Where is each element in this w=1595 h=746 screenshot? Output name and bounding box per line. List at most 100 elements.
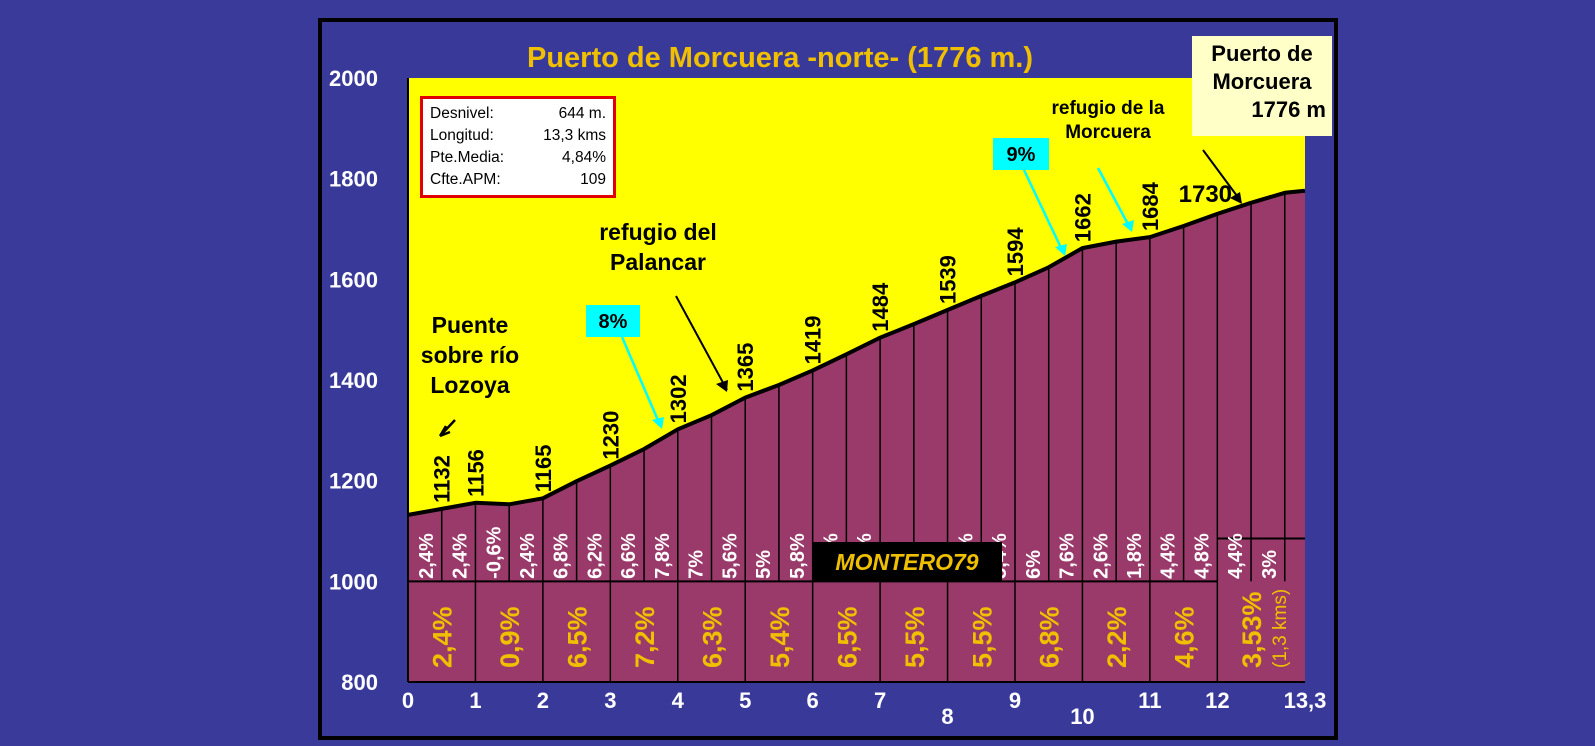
badge-8-arrowhead xyxy=(652,417,664,429)
km-slope-label: 6,3% xyxy=(697,606,727,668)
half-km-slope-label: 5% xyxy=(753,550,775,579)
km-altitude-label: 1730 xyxy=(1179,181,1232,208)
km-altitude-label: 1132 xyxy=(430,455,455,503)
badge-9-arrow xyxy=(1022,169,1065,253)
half-km-slope-label: 4,4% xyxy=(1158,533,1180,579)
longitud-value: 13,3 kms xyxy=(543,127,606,144)
summit-line-1: Puerto de xyxy=(1211,41,1313,66)
x-tick-label: 2 xyxy=(537,688,549,713)
badge-9-label: 9% xyxy=(1007,144,1036,166)
profile-line xyxy=(407,188,1306,517)
km-slope-label: 2,2% xyxy=(1102,606,1132,668)
annotation-morcuera-line: refugio de la xyxy=(1052,98,1165,119)
x-tick-label: 7 xyxy=(874,688,886,713)
y-tick-label: 2000 xyxy=(329,66,378,91)
half-km-slope-label: 2,4% xyxy=(416,533,438,579)
chart-title: Puerto de Morcuera -norte- (1776 m.) xyxy=(527,42,1033,74)
profile-area xyxy=(408,190,1305,682)
summit-line-2: Morcuera xyxy=(1212,69,1312,94)
km-slope-label: 6,5% xyxy=(832,606,862,668)
y-tick-label: 1600 xyxy=(329,267,378,292)
x-tick-label: 12 xyxy=(1205,688,1229,713)
media-value: 4,84% xyxy=(562,149,606,166)
half-km-slope-label: 7,8% xyxy=(652,533,674,579)
half-km-slope-label: 6,8% xyxy=(551,533,573,579)
half-km-slope-label: 7,6% xyxy=(1057,533,1079,579)
badge-8-arrow xyxy=(620,336,662,426)
half-km-slope-label: 7% xyxy=(686,550,708,579)
km-slope-label: 6,8% xyxy=(1035,606,1065,668)
half-km-slope-label: 6,2% xyxy=(584,533,606,579)
annotation-puente-line: Lozoya xyxy=(430,372,509,398)
km-slope-label: 2,4% xyxy=(428,606,458,668)
half-km-slope-label: 3% xyxy=(1259,550,1281,579)
half-km-slope-label: 4,8% xyxy=(1191,533,1213,579)
apm-label: Cfte.APM: xyxy=(430,171,501,188)
x-tick-label: 1 xyxy=(469,688,481,713)
media-label: Pte.Media: xyxy=(430,149,505,166)
km-altitude-label: 1230 xyxy=(598,411,623,460)
half-km-slope-label: 2,4% xyxy=(450,533,472,579)
annotation-puente-line: sobre río xyxy=(421,342,519,368)
km-altitude-label: 1662 xyxy=(1070,193,1095,242)
km-altitude-label: 1539 xyxy=(936,255,961,304)
km-slope-label: 3,53% xyxy=(1237,591,1267,668)
badge-9-arrow-2 xyxy=(1096,167,1132,229)
y-tick-label: 800 xyxy=(341,670,378,695)
half-km-slope-label: 2,6% xyxy=(1090,533,1112,579)
x-tick-label: 10 xyxy=(1070,704,1094,729)
signature-label: MONTERO79 xyxy=(812,542,1002,582)
x-tick-label: 5 xyxy=(739,688,751,713)
x-tick-label: 8 xyxy=(941,704,953,729)
x-tick-label: 13,3 xyxy=(1284,688,1327,713)
summit-line-3: 1776 m xyxy=(1251,97,1326,122)
annotation-palancar-line: refugio del xyxy=(599,219,717,245)
badge-9-arrowhead-2 xyxy=(1122,220,1134,232)
km-altitude-label: 1165 xyxy=(531,445,556,493)
half-km-slope-label: 5,6% xyxy=(719,533,741,579)
km-slope-label: 5,5% xyxy=(967,606,997,668)
y-tick-label: 1000 xyxy=(329,569,378,594)
half-km-slope-label: -0,6% xyxy=(483,526,505,578)
annotation-puente-arrow xyxy=(438,419,456,438)
half-km-slope-label: 4,4% xyxy=(1225,533,1247,579)
km-altitude-label: 1365 xyxy=(733,343,758,392)
km-slope-label: 5,5% xyxy=(900,606,930,668)
desnivel-label: Desnivel: xyxy=(430,105,494,122)
y-tick-label: 1800 xyxy=(329,167,378,192)
half-km-slope-label: 5,8% xyxy=(787,533,809,579)
km-slope-label: 6,5% xyxy=(563,606,593,668)
annotation-palancar-line: Palancar xyxy=(610,249,706,275)
km-altitude-label: 1684 xyxy=(1138,181,1163,231)
km-altitude-label: 1302 xyxy=(666,374,691,423)
km-altitude-label: 1484 xyxy=(868,282,893,332)
annotation-morcuera-line: Morcuera xyxy=(1065,122,1151,143)
annotation-puente-line: Puente xyxy=(432,312,509,338)
km-altitude-label: 1594 xyxy=(1003,227,1028,277)
half-km-slope-label: 6% xyxy=(1023,550,1045,579)
x-tick-label: 11 xyxy=(1138,688,1161,713)
badge-8-label: 8% xyxy=(599,311,628,333)
km-altitude-label: 1419 xyxy=(801,315,826,364)
x-tick-label: 6 xyxy=(807,688,819,713)
badge-9-arrowhead xyxy=(1055,244,1067,256)
last-km-note: (1,3 kms) xyxy=(1270,589,1291,668)
summit-label-box: Puerto de Morcuera 1776 m xyxy=(1192,36,1332,136)
x-tick-label: 4 xyxy=(672,688,685,713)
badge-8-percent xyxy=(586,305,640,337)
annotation-palancar-arrow xyxy=(675,295,728,391)
x-tick-label: 0 xyxy=(402,688,414,713)
desnivel-value: 644 m. xyxy=(558,105,606,122)
annotation-summit-arrowhead xyxy=(1230,192,1242,204)
km-slope-label: 5,4% xyxy=(765,606,795,668)
km-slope-label: 4,6% xyxy=(1170,606,1200,668)
km-slope-label: 0,9% xyxy=(495,606,525,668)
y-tick-label: 1200 xyxy=(329,469,378,494)
annotation-summit-arrow xyxy=(1202,149,1241,201)
half-km-slope-label: 6,6% xyxy=(618,533,640,579)
km-altitude-label: 1156 xyxy=(463,449,488,497)
stats-box: Desnivel: 644 m. Longitud: 13,3 kms Pte.Me… xyxy=(420,96,616,198)
apm-value: 109 xyxy=(580,171,606,188)
half-km-slope-label: 1,8% xyxy=(1124,533,1146,579)
